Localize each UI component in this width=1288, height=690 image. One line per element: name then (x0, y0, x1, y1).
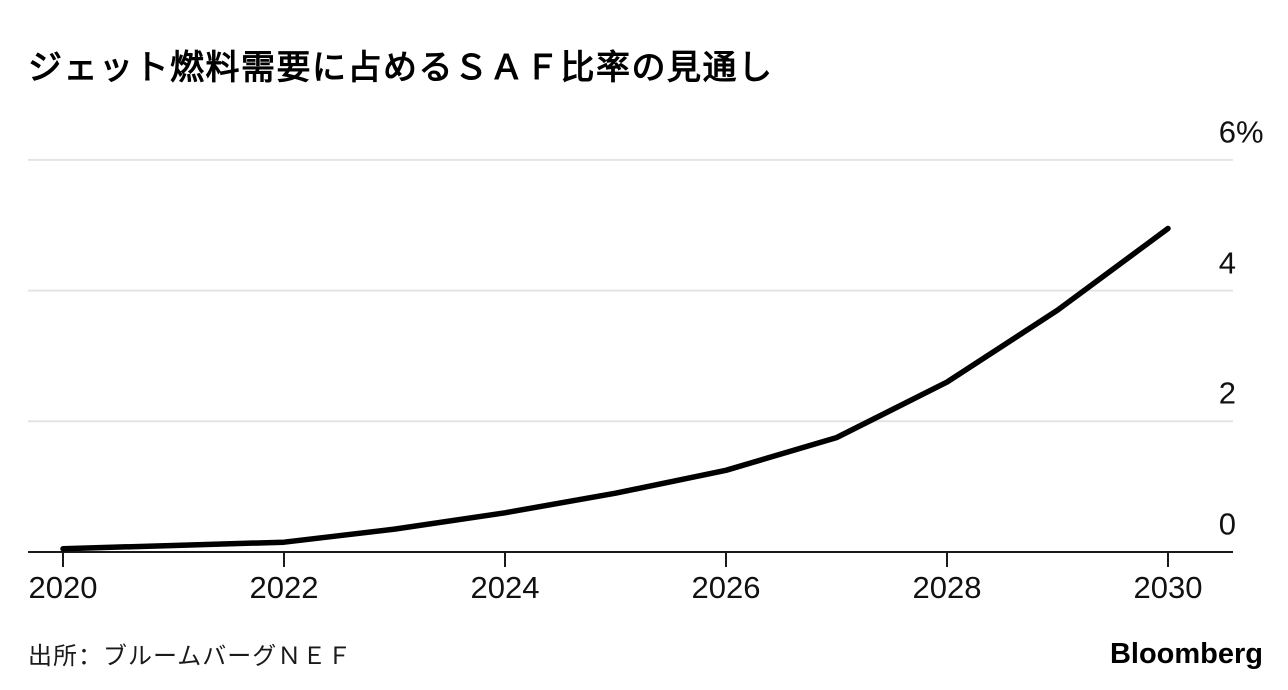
x-axis-label-2024: 2024 (470, 570, 540, 605)
y-axis-label-number: 0 (1218, 506, 1236, 542)
gridlines (28, 158, 1233, 553)
y-axis-label-0: 0 (1219, 509, 1236, 540)
chart-title: ジェット燃料需要に占めるＳＡＦ比率の見通し (28, 49, 774, 87)
x-axis-label-2030: 2030 (1133, 570, 1203, 605)
x-axis-label-2028: 2028 (912, 570, 982, 605)
source-note: 出所：ブルームバーグＮＥＦ (28, 643, 353, 670)
x-axis-label-2022: 2022 (249, 570, 319, 605)
percent-sign: % (1236, 114, 1264, 150)
saf-ratio-line (60, 225, 1171, 552)
saf-ratio-series (60, 225, 1171, 552)
y-axis-label-2: 2 (1219, 378, 1236, 409)
y-axis-label-6pct: 6% (1218, 114, 1264, 150)
y-axis-label-number: 4 (1218, 245, 1236, 281)
x-axis-tick-marks (62, 553, 1169, 567)
x-axis-label-2026: 2026 (691, 570, 761, 605)
y-axis-label-number: 2 (1218, 375, 1236, 411)
bloomberg-logo: Bloomberg (1109, 638, 1263, 670)
y-axis-label-number: 6 (1218, 114, 1236, 150)
x-axis-label-2020: 2020 (28, 570, 98, 605)
y-axis-label-4: 4 (1219, 247, 1236, 278)
